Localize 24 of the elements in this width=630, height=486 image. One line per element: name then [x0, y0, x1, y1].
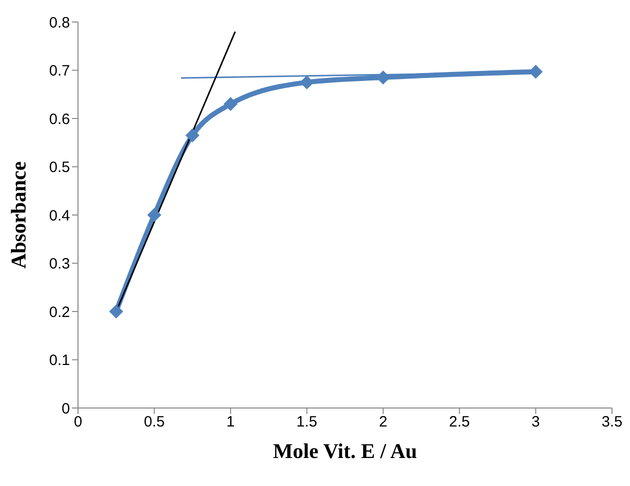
point: [185, 128, 200, 142]
y-tick-label: 0.2: [49, 304, 70, 321]
y-tick-label: 0.3: [49, 256, 70, 273]
y-axis-title: Absorbance: [6, 161, 30, 269]
x-tick-label: 3.5: [602, 414, 622, 431]
y-tick-label: 0: [62, 400, 70, 418]
y-tick-label: 0.8: [49, 14, 70, 32]
point: [147, 208, 162, 222]
x-tick-label: 3: [532, 414, 540, 431]
x-tick-label: 1: [226, 414, 235, 431]
x-tick-label: 0: [74, 414, 82, 431]
y-tick-label: 0.1: [49, 352, 70, 370]
y-tick-label: 0.5: [49, 159, 70, 176]
y-tick-label: 0.4: [49, 207, 70, 224]
point: [224, 97, 238, 112]
y-tick-label: 0.6: [49, 110, 70, 128]
point: [109, 304, 124, 318]
x-tick-label: 2: [378, 414, 388, 431]
x-tick-label: 1.5: [296, 414, 318, 431]
x-tick-label: 2.5: [449, 414, 470, 431]
point: [300, 75, 314, 90]
x-axis-title: Mole Vit. E / Au: [272, 439, 418, 463]
x-tick-label: 0.5: [144, 414, 165, 431]
y-tick-label: 0.7: [49, 62, 70, 80]
